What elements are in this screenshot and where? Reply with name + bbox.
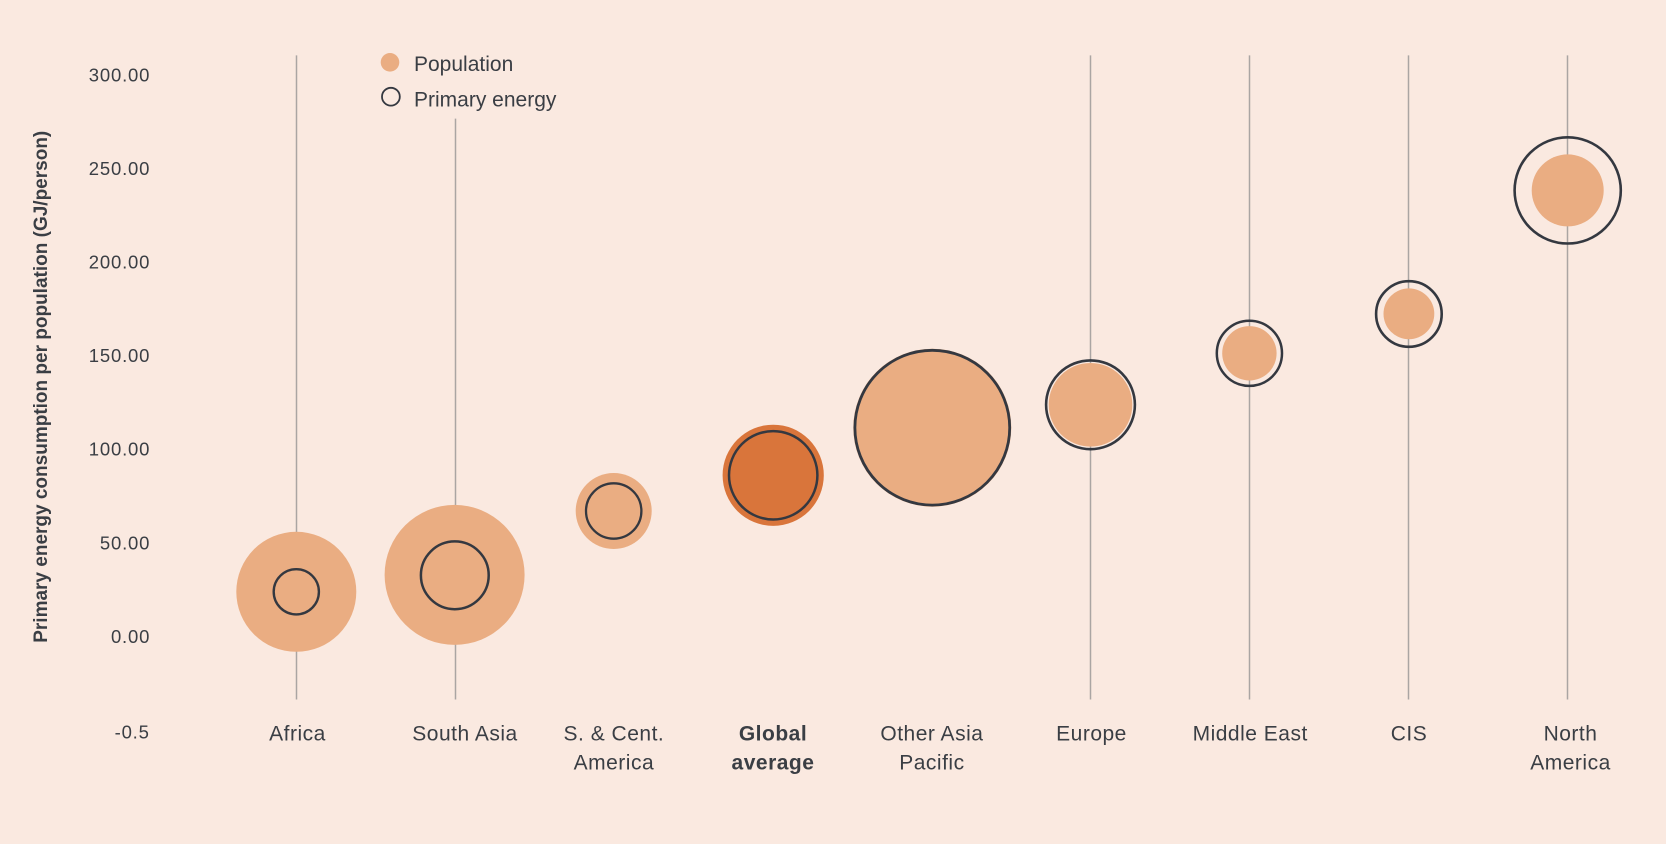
svg-text:South Asia: South Asia: [412, 722, 517, 745]
svg-text:Middle East: Middle East: [1193, 722, 1308, 745]
svg-text:0.00: 0.00: [111, 626, 150, 647]
svg-text:Pacific: Pacific: [899, 751, 964, 774]
svg-text:North: North: [1544, 722, 1598, 745]
svg-text:50.00: 50.00: [100, 532, 150, 553]
svg-text:S. & Cent.: S. & Cent.: [564, 722, 665, 745]
svg-text:200.00: 200.00: [89, 252, 150, 273]
svg-text:America: America: [1530, 751, 1611, 774]
svg-text:Global: Global: [739, 722, 807, 745]
svg-text:100.00: 100.00: [89, 439, 150, 460]
svg-text:Primary energy: Primary energy: [414, 88, 557, 111]
svg-text:Primary energy consumption per: Primary energy consumption per populatio…: [31, 131, 52, 643]
svg-text:Other Asia: Other Asia: [880, 722, 983, 745]
svg-text:CIS: CIS: [1391, 722, 1428, 745]
svg-text:Africa: Africa: [269, 722, 326, 745]
svg-text:300.00: 300.00: [89, 64, 150, 85]
svg-text:250.00: 250.00: [89, 158, 150, 179]
svg-text:America: America: [574, 751, 655, 774]
svg-text:150.00: 150.00: [89, 345, 150, 366]
svg-text:Europe: Europe: [1056, 722, 1127, 745]
svg-text:average: average: [732, 751, 815, 774]
svg-text:Population: Population: [414, 53, 513, 76]
svg-text:-0.5: -0.5: [115, 722, 150, 743]
